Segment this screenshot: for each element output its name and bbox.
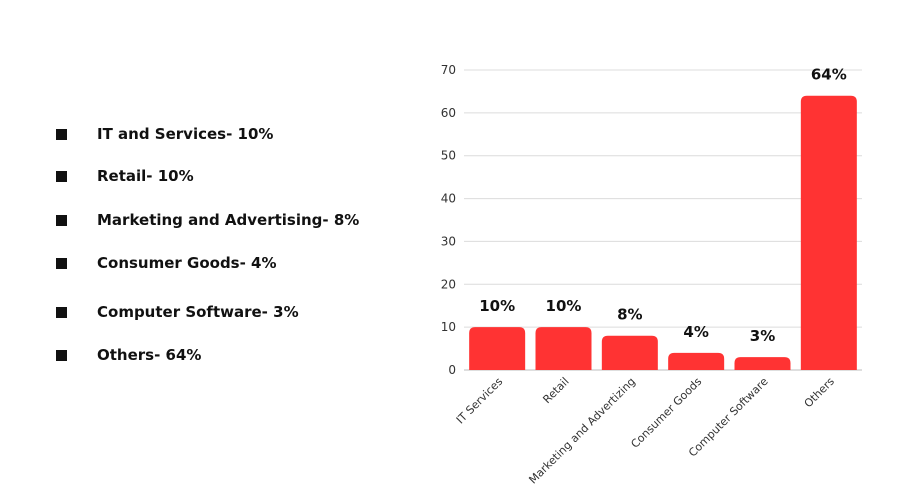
x-tick-label: Others [802, 375, 838, 411]
x-tick-label: Consumer Goods [628, 375, 704, 451]
y-tick-label: 70 [441, 63, 456, 77]
y-tick-label: 60 [441, 106, 456, 120]
legend-item-label: Marketing and Advertising- 8% [97, 211, 360, 229]
legend-item-consumer-goods: Consumer Goods- 4% [56, 253, 277, 273]
data-label: 64% [811, 66, 847, 84]
legend-item-label: Computer Software- 3% [97, 303, 299, 321]
legend-list: IT and Services- 10% Retail- 10% Marketi… [0, 0, 400, 500]
data-label: 10% [479, 297, 515, 315]
y-tick-label: 30 [441, 234, 456, 248]
legend-item-others: Others- 64% [56, 345, 201, 365]
y-tick-label: 10 [441, 320, 456, 334]
bullet-square-icon [56, 128, 67, 140]
y-tick-label: 20 [441, 277, 456, 291]
y-tick-label: 40 [441, 192, 456, 206]
bar [601, 335, 658, 370]
bullet-square-icon [56, 349, 67, 361]
legend-item-label: Retail- 10% [97, 167, 194, 185]
bar [469, 327, 526, 370]
y-tick-label: 50 [441, 149, 456, 163]
legend-item-label: Consumer Goods- 4% [97, 254, 277, 272]
bullet-square-icon [56, 306, 67, 318]
x-tick-label: Retail [540, 375, 571, 406]
data-label: 8% [617, 306, 642, 324]
legend-item-label: IT and Services- 10% [97, 125, 274, 143]
bullet-square-icon [56, 257, 67, 269]
legend-item-computer-software: Computer Software- 3% [56, 302, 299, 322]
legend-item-it-services: IT and Services- 10% [56, 124, 273, 144]
legend-item-retail: Retail- 10% [56, 166, 194, 186]
legend-item-label: Others- 64% [97, 346, 202, 364]
x-tick-label: IT Services [454, 375, 506, 427]
data-label: 4% [683, 323, 708, 341]
x-tick-label: Marketing and Advertizing [526, 375, 638, 487]
bar [668, 352, 725, 370]
bullet-square-icon [56, 214, 67, 226]
bar [800, 95, 857, 370]
bar [734, 357, 791, 370]
data-label: 10% [546, 297, 582, 315]
bar [535, 327, 592, 370]
legend-item-marketing: Marketing and Advertising- 8% [56, 210, 359, 230]
y-tick-label: 0 [448, 363, 456, 377]
bullet-square-icon [56, 170, 67, 182]
data-label: 3% [750, 327, 775, 345]
